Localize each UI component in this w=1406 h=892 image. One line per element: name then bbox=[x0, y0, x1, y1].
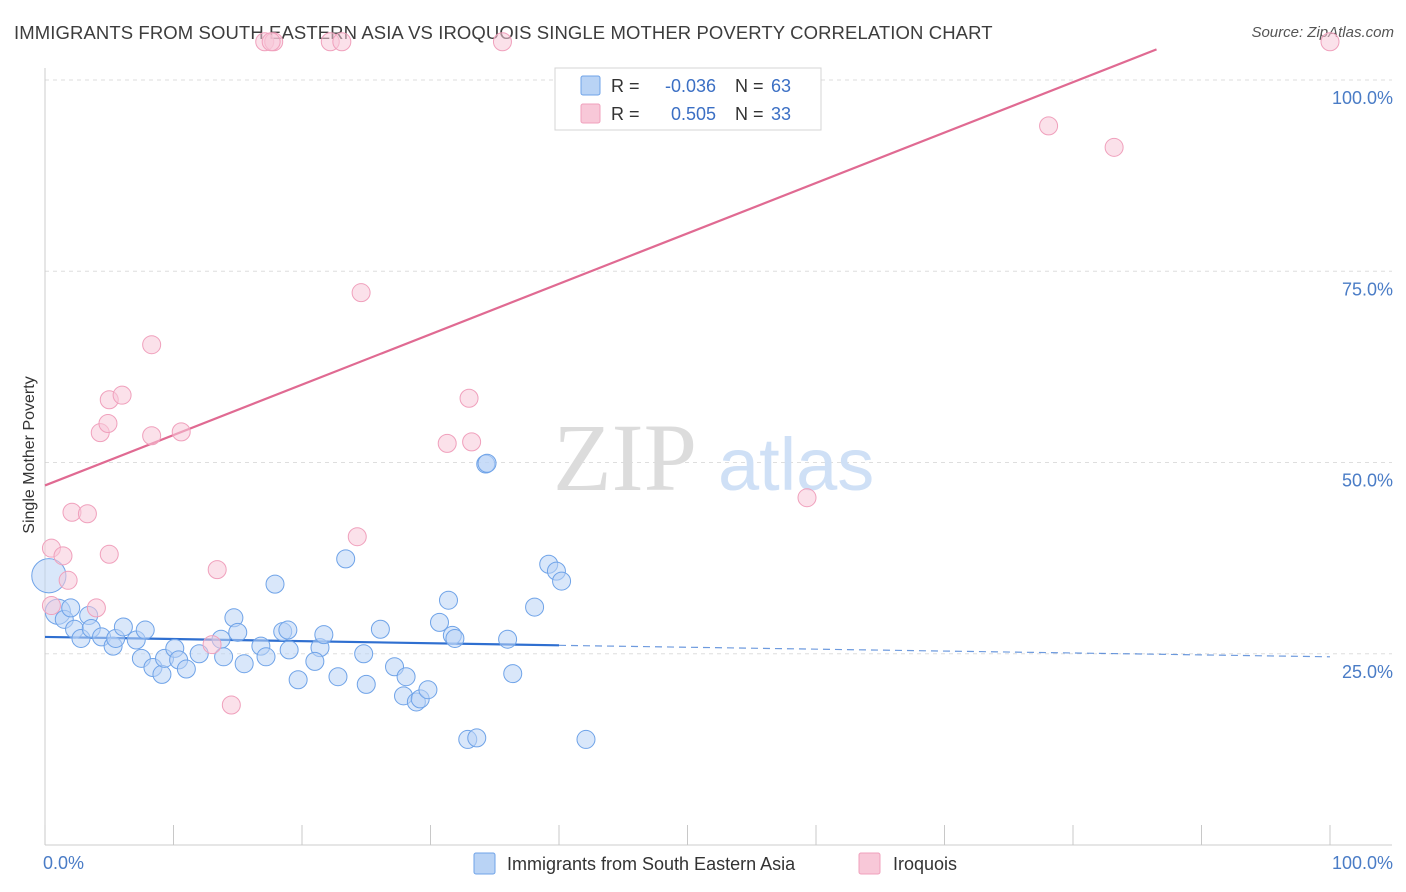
point-immigrants-sea bbox=[354, 644, 374, 664]
point-iroquois bbox=[207, 560, 227, 580]
point-immigrants-sea bbox=[328, 667, 348, 687]
point-immigrants-sea bbox=[336, 549, 356, 569]
point-immigrants-sea bbox=[477, 453, 497, 473]
point-immigrants-sea bbox=[152, 664, 172, 684]
y-tick-label: 50.0% bbox=[1342, 471, 1393, 491]
point-immigrants-sea bbox=[576, 729, 596, 749]
point-iroquois bbox=[1039, 116, 1059, 136]
point-immigrants-sea bbox=[279, 640, 299, 660]
watermark-zip: ZIP bbox=[553, 404, 697, 511]
point-immigrants-sea bbox=[467, 728, 487, 748]
y-tick-label: 100.0% bbox=[1332, 88, 1393, 108]
legend-label-pink: Iroquois bbox=[893, 854, 957, 874]
point-immigrants-sea bbox=[418, 680, 438, 700]
legend-swatch-pink bbox=[858, 852, 881, 875]
stats-n-label-blue: N = bbox=[735, 76, 764, 96]
point-immigrants-sea bbox=[356, 674, 376, 694]
watermark-atlas: atlas bbox=[718, 423, 874, 506]
trend-line-iroquois bbox=[44, 48, 1157, 487]
point-iroquois bbox=[202, 635, 222, 655]
point-iroquois bbox=[77, 504, 97, 524]
legend-label-blue: Immigrants from South Eastern Asia bbox=[507, 854, 796, 874]
bottom-legend: Immigrants from South Eastern Asia Iroqu… bbox=[473, 852, 957, 875]
point-immigrants-sea bbox=[61, 598, 81, 618]
point-iroquois bbox=[142, 426, 162, 446]
point-iroquois bbox=[171, 422, 191, 442]
stats-r-label-pink: R = bbox=[611, 104, 640, 124]
legend-swatch-blue bbox=[473, 852, 496, 875]
point-immigrants-sea bbox=[278, 620, 298, 640]
point-immigrants-sea bbox=[234, 654, 254, 674]
point-immigrants-sea bbox=[503, 664, 523, 684]
stats-n-value-blue: 63 bbox=[771, 76, 791, 96]
point-iroquois bbox=[1104, 137, 1124, 157]
stats-n-value-pink: 33 bbox=[771, 104, 791, 124]
y-tick-label: 25.0% bbox=[1342, 662, 1393, 682]
watermark: ZIP atlas bbox=[553, 404, 874, 511]
stats-r-value-pink: 0.505 bbox=[671, 104, 716, 124]
point-immigrants-sea bbox=[189, 644, 209, 664]
stats-swatch-pink bbox=[580, 103, 601, 124]
y-tick-label: 75.0% bbox=[1342, 279, 1393, 299]
point-immigrants-sea bbox=[113, 617, 133, 637]
point-iroquois bbox=[142, 335, 162, 355]
data-points bbox=[31, 32, 1340, 749]
source-credit: Source: ZipAtlas.com bbox=[1251, 24, 1394, 41]
point-immigrants-sea bbox=[438, 590, 458, 610]
point-iroquois bbox=[332, 32, 352, 52]
point-iroquois bbox=[53, 546, 73, 566]
point-iroquois bbox=[492, 32, 512, 52]
point-iroquois bbox=[459, 388, 479, 408]
point-iroquois bbox=[221, 695, 241, 715]
point-iroquois bbox=[86, 598, 106, 618]
point-immigrants-sea bbox=[288, 670, 308, 690]
point-iroquois bbox=[98, 413, 118, 433]
point-immigrants-sea bbox=[314, 625, 334, 645]
x-tick-labels: 0.0% 100.0% bbox=[43, 853, 1393, 873]
point-iroquois bbox=[112, 385, 132, 405]
point-iroquois bbox=[437, 433, 457, 453]
point-immigrants-sea bbox=[135, 620, 155, 640]
point-immigrants-sea bbox=[228, 622, 248, 642]
point-immigrants-sea bbox=[305, 651, 325, 671]
point-immigrants-sea bbox=[396, 667, 416, 687]
x-tick-label: 100.0% bbox=[1332, 853, 1393, 873]
point-iroquois bbox=[41, 596, 61, 616]
stats-r-label-blue: R = bbox=[611, 76, 640, 96]
point-iroquois bbox=[261, 32, 281, 52]
stats-r-value-blue: -0.036 bbox=[665, 76, 716, 96]
point-iroquois bbox=[462, 432, 482, 452]
axes bbox=[44, 68, 1392, 846]
point-immigrants-sea bbox=[256, 647, 276, 667]
point-immigrants-sea bbox=[176, 659, 196, 679]
point-immigrants-sea bbox=[429, 612, 449, 632]
point-immigrants-sea bbox=[552, 571, 572, 591]
trend-lines bbox=[44, 48, 1331, 658]
stats-swatch-blue bbox=[580, 75, 601, 96]
point-iroquois bbox=[797, 488, 817, 508]
stats-legend-box: R = -0.036 N = 63 R = 0.505 N = 33 bbox=[554, 67, 822, 131]
point-immigrants-sea bbox=[445, 628, 465, 648]
point-iroquois bbox=[58, 570, 78, 590]
point-immigrants-sea bbox=[498, 629, 518, 649]
grid-lines bbox=[45, 79, 1392, 655]
point-immigrants-sea bbox=[214, 647, 234, 667]
stats-n-label-pink: N = bbox=[735, 104, 764, 124]
x-tick-label: 0.0% bbox=[43, 853, 84, 873]
trend-line-immigrants-sea-extension bbox=[558, 644, 1331, 658]
point-iroquois bbox=[1320, 32, 1340, 52]
point-immigrants-sea bbox=[370, 619, 390, 639]
point-immigrants-sea bbox=[525, 597, 545, 617]
y-axis-label: Single Mother Poverty bbox=[21, 376, 38, 533]
point-iroquois bbox=[347, 527, 367, 547]
point-iroquois bbox=[351, 283, 371, 303]
y-tick-labels: 25.0% 50.0% 75.0% 100.0% bbox=[1332, 88, 1393, 682]
point-iroquois bbox=[99, 544, 119, 564]
point-immigrants-sea bbox=[265, 574, 285, 594]
